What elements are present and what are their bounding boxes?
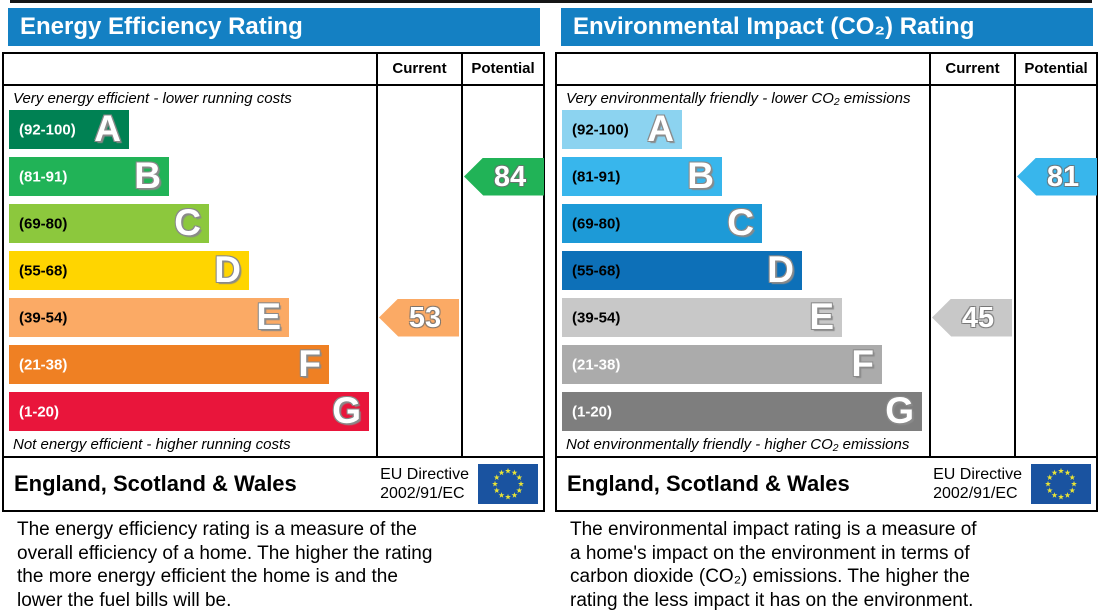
panel-title-text: Environmental Impact (CO₂) Rating (573, 13, 975, 40)
band-range-label: (69-80) (19, 215, 68, 232)
bottom-caption: Not environmentally friendly - higher CO… (566, 436, 910, 453)
band-range-label: (1-20) (572, 403, 613, 420)
eu-directive-label: EU Directive 2002/91/EC (380, 466, 469, 502)
column-divider (929, 54, 931, 456)
current-rating-arrow: 53 (379, 298, 459, 337)
current-column-header: Current (392, 60, 447, 77)
band-range-label: (1-20) (19, 403, 60, 420)
potential-rating-arrow: 84 (464, 157, 544, 196)
column-divider (376, 54, 378, 456)
band-range-label: (69-80) (572, 215, 621, 232)
band-letter: G (332, 389, 361, 431)
environmental-rating-table: Current Potential Very environmentally f… (555, 52, 1098, 512)
band-letter: C (727, 201, 754, 243)
column-divider (1014, 54, 1016, 456)
band-range-label: (39-54) (572, 309, 621, 326)
rating-band-f: (21-38) F (562, 342, 882, 384)
panel-title: Environmental Impact (CO₂) Rating (561, 8, 1093, 46)
rating-band-e: (39-54) E (562, 295, 842, 337)
band-letter: F (851, 342, 874, 384)
top-caption: Very energy efficient - lower running co… (13, 90, 292, 107)
rating-band-a: (92-100) A (562, 107, 682, 149)
band-range-label: (92-100) (19, 121, 76, 138)
potential-rating-arrow: 81 (1017, 157, 1097, 196)
band-range-label: (81-91) (19, 168, 68, 185)
energy-description-text: The energy efficiency rating is a measur… (17, 519, 433, 611)
rating-band-d: (55-68) D (562, 248, 802, 290)
band-range-label: (55-68) (572, 262, 621, 279)
band-letter: G (885, 389, 914, 431)
eu-flag-icon (1031, 464, 1091, 504)
region-label: England, Scotland & Wales (14, 471, 297, 496)
potential-column-header: Potential (1024, 60, 1088, 77)
band-letter: E (809, 295, 834, 337)
eu-flag-icon (478, 464, 538, 504)
environmental-impact-panel: Environmental Impact (CO₂) Rating Curren… (555, 0, 1098, 612)
energy-efficiency-panel: Energy Efficiency Rating Current Potenti… (2, 0, 545, 612)
band-letter: B (687, 154, 714, 196)
rating-band-e: (39-54) E (9, 295, 289, 337)
rating-band-g: (1-20) G (9, 389, 369, 431)
top-border-line (10, 0, 1092, 3)
footer-row: England, Scotland & Wales EU Directive 2… (4, 456, 543, 510)
header-row-divider (557, 84, 1096, 86)
band-letter: A (94, 107, 121, 149)
energy-rating-table: Current Potential Very energy efficient … (2, 52, 545, 512)
band-letter: F (298, 342, 321, 384)
band-range-label: (81-91) (572, 168, 621, 185)
band-range-label: (39-54) (19, 309, 68, 326)
environmental-chart-area: Current Potential Very environmentally f… (557, 54, 1097, 510)
band-letter: D (214, 248, 241, 290)
footer-row: England, Scotland & Wales EU Directive 2… (557, 456, 1096, 510)
rating-band-d: (55-68) D (9, 248, 249, 290)
rating-band-g: (1-20) G (562, 389, 922, 431)
current-rating-arrow: 45 (932, 298, 1012, 337)
band-range-label: (21-38) (19, 356, 68, 373)
panel-title-text: Energy Efficiency Rating (20, 13, 303, 40)
panel-title: Energy Efficiency Rating (8, 8, 540, 46)
rating-band-b: (81-91) B (562, 154, 722, 196)
band-letter: A (647, 107, 674, 149)
band-letter: B (134, 154, 161, 196)
column-divider (461, 54, 463, 456)
band-letter: E (256, 295, 281, 337)
rating-band-b: (81-91) B (9, 154, 169, 196)
band-range-label: (55-68) (19, 262, 68, 279)
band-letter: C (174, 201, 201, 243)
rating-band-c: (69-80) C (9, 201, 209, 243)
environmental-description-text: The environmental impact rating is a mea… (570, 519, 977, 611)
bottom-caption: Not energy efficient - higher running co… (13, 436, 291, 453)
header-row-divider (4, 84, 543, 86)
rating-band-a: (92-100) A (9, 107, 129, 149)
band-range-label: (21-38) (572, 356, 621, 373)
rating-band-c: (69-80) C (562, 201, 762, 243)
potential-column-header: Potential (471, 60, 535, 77)
band-letter: D (767, 248, 794, 290)
current-column-header: Current (945, 60, 1000, 77)
region-label: England, Scotland & Wales (567, 471, 850, 496)
band-range-label: (92-100) (572, 121, 629, 138)
top-caption: Very environmentally friendly - lower CO… (566, 90, 911, 107)
energy-chart-area: Current Potential Very energy efficient … (4, 54, 544, 510)
rating-band-f: (21-38) F (9, 342, 329, 384)
eu-directive-label: EU Directive 2002/91/EC (933, 466, 1022, 502)
